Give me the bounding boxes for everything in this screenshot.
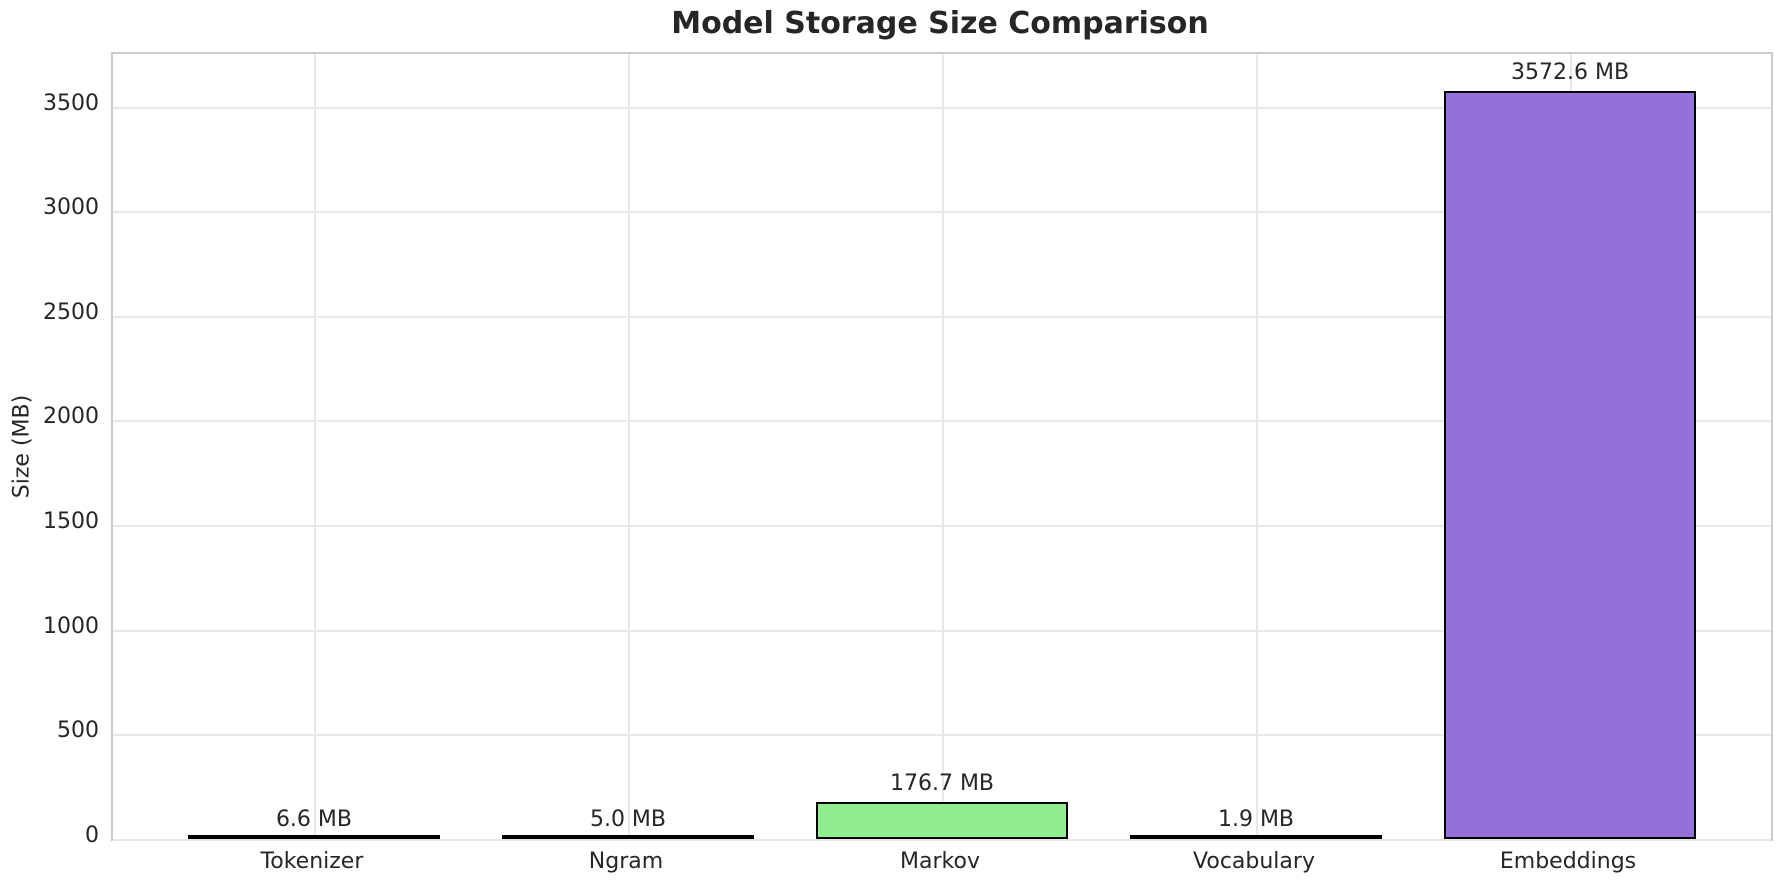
bar-vocabulary bbox=[1130, 835, 1382, 839]
bar-value-label: 176.7 MB bbox=[889, 771, 995, 797]
y-tick-label: 1000 bbox=[43, 613, 99, 639]
plot-area: 6.6 MB 5.0 MB 176.7 MB 1.9 MB 3572.6 MB bbox=[111, 52, 1773, 841]
gridline-vertical bbox=[942, 54, 944, 839]
y-tick-label: 3000 bbox=[43, 195, 99, 221]
y-tick-label: 1500 bbox=[43, 509, 99, 535]
x-tick-label-vocabulary: Vocabulary bbox=[1193, 849, 1315, 874]
gridline-vertical bbox=[627, 54, 630, 839]
bar-tokenizer bbox=[188, 835, 440, 839]
bar-ngram bbox=[502, 835, 754, 839]
gridline-vertical bbox=[313, 54, 316, 839]
y-tick-label: 3500 bbox=[43, 90, 99, 116]
y-tick-label: 500 bbox=[57, 718, 99, 744]
x-tick-label-tokenizer: Tokenizer bbox=[260, 849, 364, 874]
x-tick-label-ngram: Ngram bbox=[588, 849, 664, 874]
bar-value-label: 1.9 MB bbox=[1217, 807, 1295, 832]
chart-title: Model Storage Size Comparison bbox=[671, 6, 1209, 41]
y-tick-label: 2500 bbox=[43, 299, 99, 325]
gridline-horizontal bbox=[113, 839, 1771, 841]
y-tick-label: 0 bbox=[85, 823, 99, 848]
gridline-vertical bbox=[1256, 54, 1258, 839]
bar-value-label: 6.6 MB bbox=[275, 806, 352, 832]
x-tick-label-markov: Markov bbox=[900, 849, 980, 874]
bar-value-label: 5.0 MB bbox=[589, 806, 667, 832]
bar-embeddings bbox=[1444, 91, 1696, 839]
y-tick-label: 2000 bbox=[43, 404, 99, 430]
bar-markov bbox=[816, 802, 1068, 839]
bar-value-label: 3572.6 MB bbox=[1510, 60, 1630, 86]
x-tick-label-embeddings: Embeddings bbox=[1499, 849, 1637, 874]
